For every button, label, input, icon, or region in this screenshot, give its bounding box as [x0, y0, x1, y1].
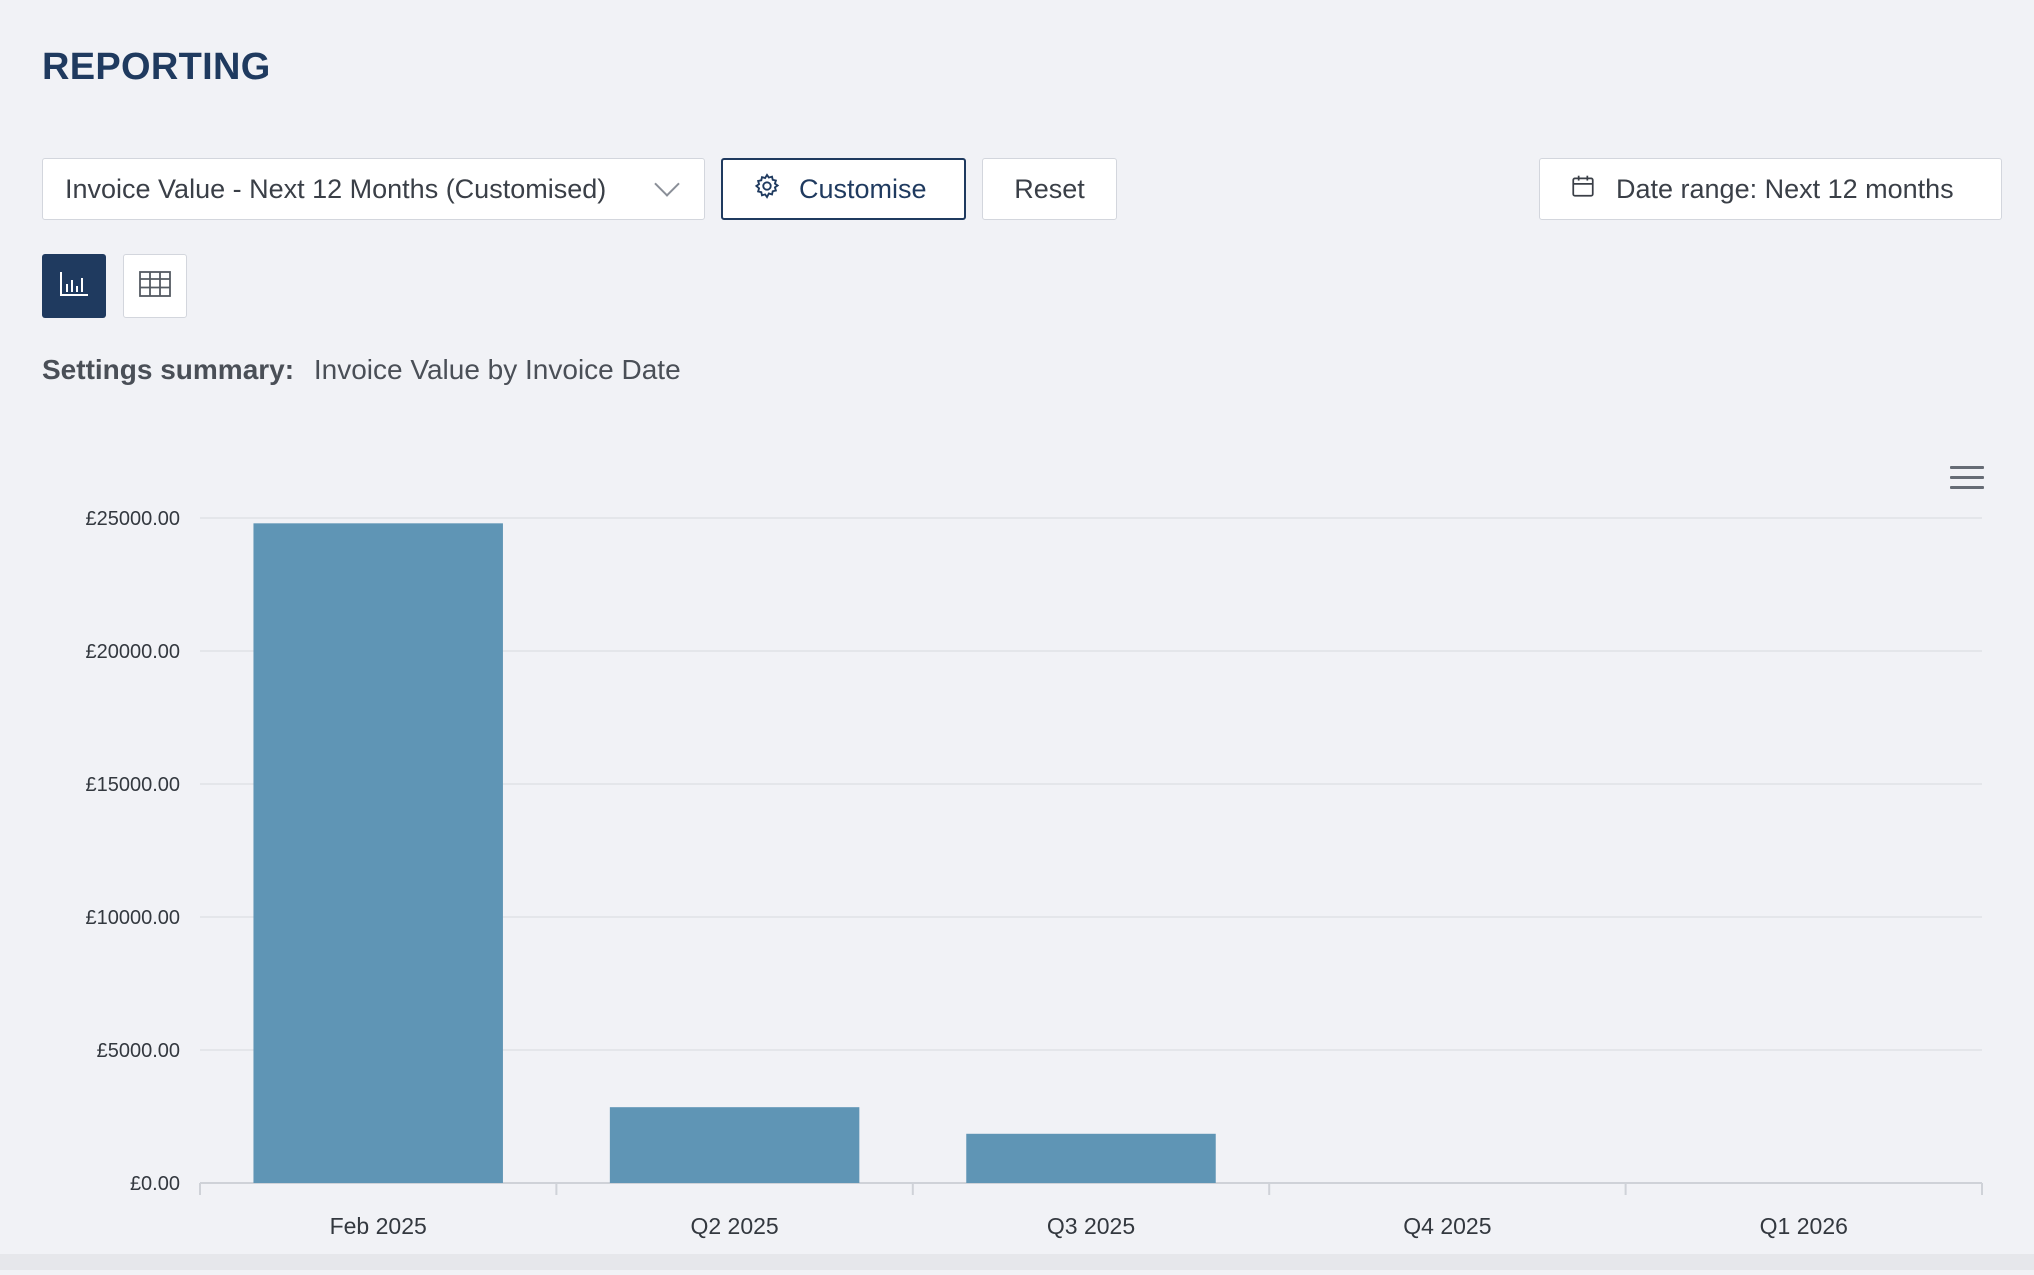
y-tick-label: £5000.00 — [97, 1040, 180, 1062]
x-tick-label: Q1 2026 — [1760, 1213, 1848, 1239]
chart-view-button[interactable] — [42, 254, 106, 318]
page-title: REPORTING — [42, 46, 271, 88]
x-tick-label: Q2 2025 — [690, 1213, 778, 1239]
x-tick-label: Q3 2025 — [1047, 1213, 1135, 1239]
bar — [966, 1133, 1216, 1183]
y-tick-label: £15000.00 — [85, 774, 180, 796]
y-tick-label: £0.00 — [130, 1173, 180, 1195]
settings-summary-value: Invoice Value by Invoice Date — [313, 354, 681, 385]
y-tick-label: £25000.00 — [85, 508, 180, 530]
chart-area: £0.00 £5000.00 £10000.00 £15000.00 £20000.00… — [0, 440, 2034, 1270]
report-select-value: Invoice Value - Next 12 Months (Customis… — [65, 173, 607, 204]
bottom-bar — [0, 1254, 2034, 1270]
date-range-button[interactable]: Date range: Next 12 months — [1539, 158, 2002, 220]
date-range-label: Date range: Next 12 months — [1616, 173, 1954, 204]
reset-button[interactable]: Reset — [982, 158, 1117, 220]
toolbar: Invoice Value - Next 12 Months (Customis… — [42, 158, 2002, 222]
settings-summary-label: Settings summary: — [42, 354, 295, 385]
bar — [609, 1107, 860, 1183]
calendar-icon — [1570, 173, 1596, 206]
gear-icon — [753, 172, 781, 207]
table-icon — [139, 270, 171, 302]
report-select[interactable]: Invoice Value - Next 12 Months (Customis… — [42, 158, 705, 220]
x-tick-label: Q4 2025 — [1403, 1213, 1491, 1239]
y-tick-label: £20000.00 — [85, 641, 180, 663]
chevron-down-icon — [654, 171, 680, 197]
bar — [253, 523, 503, 1183]
y-tick-label: £10000.00 — [85, 907, 180, 929]
customise-button[interactable]: Customise — [721, 158, 966, 220]
hamburger-menu-icon[interactable] — [1950, 466, 1984, 492]
x-tick-label: Feb 2025 — [330, 1213, 427, 1239]
settings-summary: Settings summary: Invoice Value by Invoi… — [42, 354, 681, 386]
bar-chart-icon — [59, 271, 89, 302]
bar-chart: £0.00 £5000.00 £10000.00 £15000.00 £20000.00… — [85, 508, 1983, 1239]
table-view-button[interactable] — [123, 254, 187, 318]
customise-label: Customise — [799, 173, 927, 204]
